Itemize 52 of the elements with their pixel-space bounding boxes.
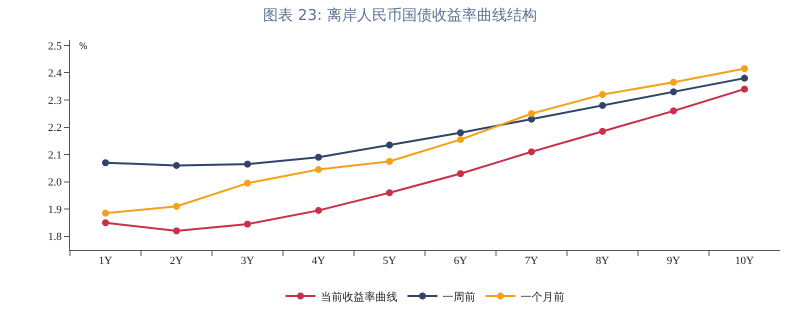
y-tick-label: 2.3 (48, 94, 62, 107)
y-tick-label: 1.9 (48, 204, 62, 216)
x-tick-label: 1Y (98, 255, 112, 268)
point (244, 220, 251, 228)
point (741, 86, 748, 93)
point (599, 128, 606, 135)
x-tick-label: 9Y (666, 255, 680, 268)
point (670, 107, 677, 114)
y-tick-label: 2.0 (48, 176, 62, 189)
point (102, 219, 109, 226)
point (457, 170, 464, 178)
point (386, 158, 393, 165)
point (244, 180, 251, 187)
point (386, 189, 393, 196)
point (244, 160, 251, 168)
x-tick-label: 3Y (240, 255, 254, 268)
y-tick-label: 2.1 (48, 149, 62, 162)
point (173, 227, 180, 234)
y-tick-label: 1.8 (48, 231, 62, 244)
y-tick-label: 2.4 (48, 68, 62, 80)
point (386, 142, 393, 148)
y-tick-label: 2.2 (48, 122, 62, 134)
point (102, 210, 109, 217)
legend-label: 一周前 (442, 290, 476, 304)
point (457, 136, 464, 144)
x-tick-label: 2Y (170, 255, 184, 268)
point (599, 102, 606, 109)
x-tick-label: 4Y (312, 255, 326, 268)
point (599, 91, 606, 98)
point (315, 154, 322, 161)
x-tick-label: 8Y (596, 255, 610, 268)
point (528, 110, 535, 118)
point (528, 148, 535, 156)
x-tick-label: 10Y (735, 255, 754, 268)
point (315, 166, 322, 174)
y-tick-label: 2.5 (48, 40, 62, 52)
legend-label: 一个月前 (520, 290, 564, 304)
point (670, 78, 677, 86)
chart-title: 图表 23: 离岸人民币国债收益率曲线结构 (263, 6, 537, 24)
legend-label: 当前收益率曲线 (320, 290, 398, 304)
y-axis-title: % (79, 42, 88, 52)
point (741, 74, 748, 82)
point (173, 202, 180, 210)
point (741, 65, 748, 72)
x-tick-label: 5Y (382, 255, 396, 268)
point (457, 129, 464, 136)
point (102, 159, 109, 166)
point (670, 88, 677, 96)
point (173, 162, 180, 169)
x-tick-label: 6Y (454, 255, 468, 268)
x-tick-label: 7Y (524, 255, 538, 268)
point (315, 206, 322, 214)
